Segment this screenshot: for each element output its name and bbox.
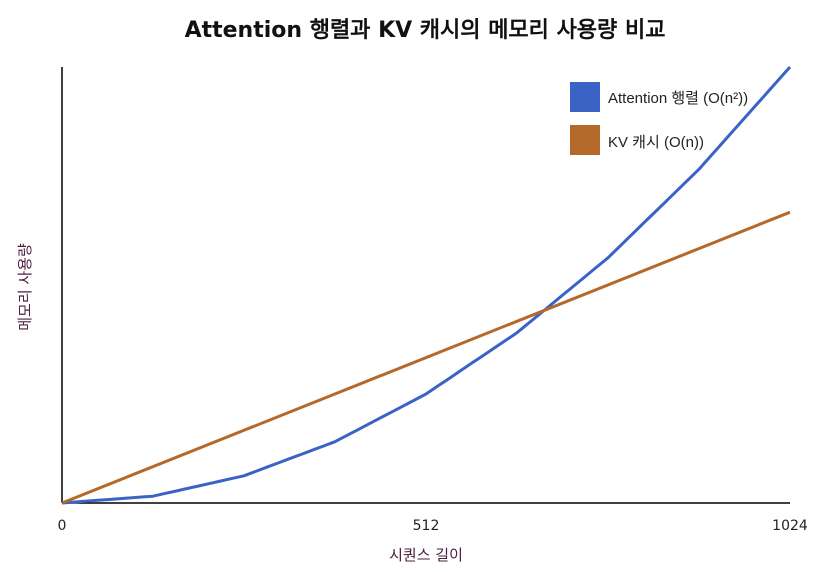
- x-axis-title: 시퀀스 길이: [389, 546, 463, 564]
- series-line-1: [61, 210, 791, 505]
- y-axis-title: 메모리 사용량: [16, 243, 34, 331]
- legend-label: KV 캐시 (O(n)): [608, 134, 704, 151]
- x-tick-label: 1024: [772, 518, 808, 534]
- legend: Attention 행렬 (O(n²)) KV 캐시 (O(n)): [570, 82, 748, 155]
- chart-title: Attention 행렬과 KV 캐시의 메모리 사용량 비교: [185, 18, 666, 43]
- plot-area: [61, 66, 792, 505]
- series-layer: [61, 66, 792, 505]
- legend-label: Attention 행렬 (O(n²)): [608, 90, 748, 107]
- series-line-0: [61, 66, 792, 505]
- x-tick-label: 0: [58, 518, 67, 534]
- legend-swatch: [570, 125, 600, 155]
- legend-swatch: [570, 82, 600, 112]
- x-tick-label: 512: [413, 518, 440, 534]
